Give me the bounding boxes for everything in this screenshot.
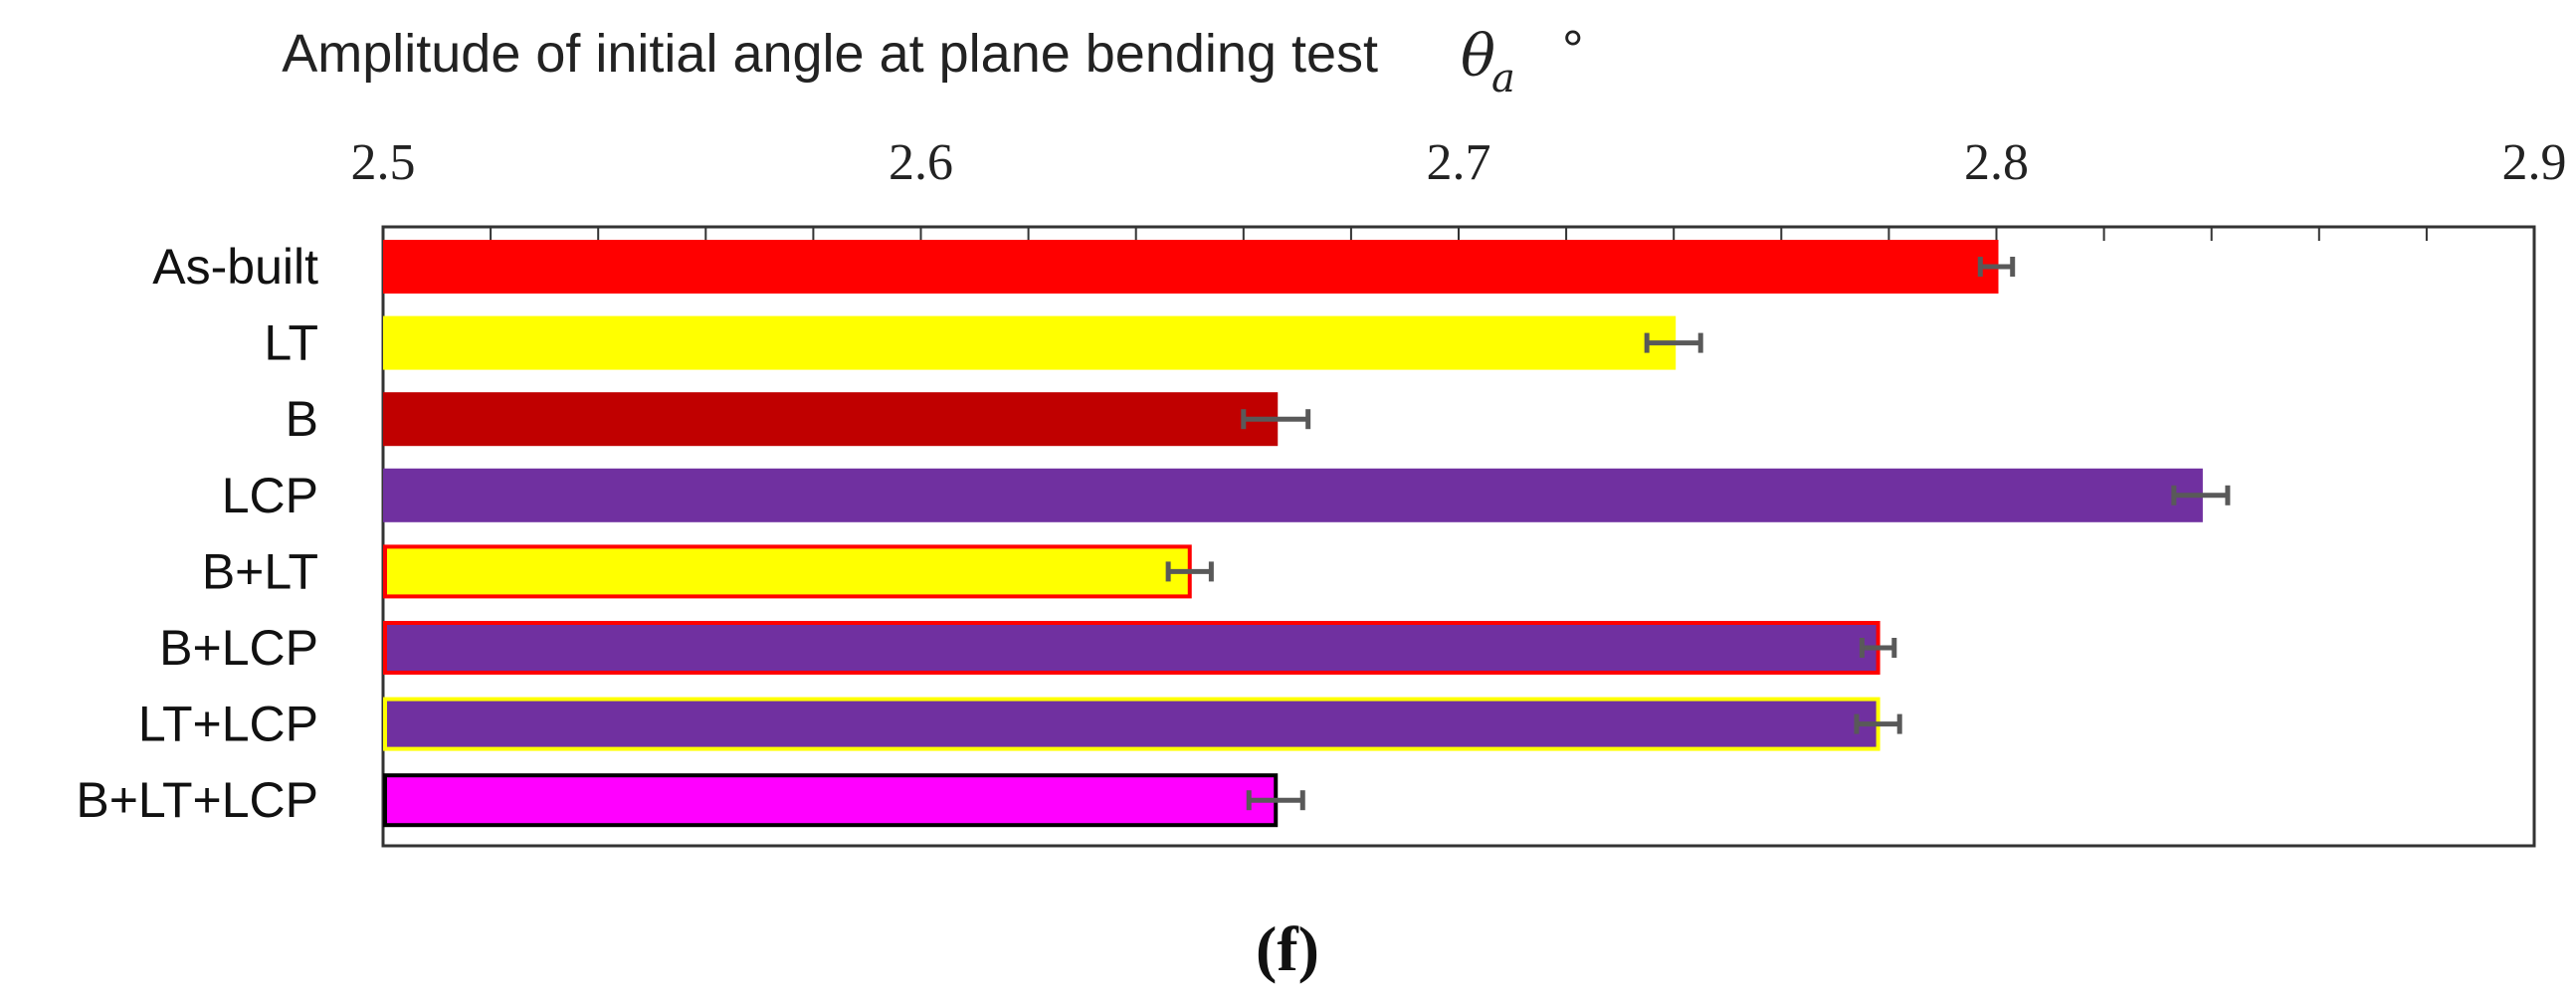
- axis-symbol-subscript: a: [1491, 56, 1515, 101]
- error-bar: [1644, 332, 1703, 353]
- category-label: LCP: [222, 468, 318, 523]
- axis-title: Amplitude of initial angle at plane bend…: [282, 24, 1378, 84]
- category-label: B+LT+LCP: [76, 772, 318, 828]
- x-tick-label: 2.9: [2502, 134, 2567, 191]
- panel-label: (f): [1256, 913, 1319, 984]
- x-tick-label: 2.6: [889, 134, 953, 191]
- error-bar: [1241, 409, 1311, 430]
- error-bar: [1165, 561, 1214, 582]
- category-label: LT: [264, 315, 318, 371]
- bars-group: [383, 240, 2231, 828]
- error-bar: [1977, 257, 2016, 277]
- error-bar: [1859, 638, 1897, 658]
- category-label: B: [286, 391, 318, 447]
- axis-symbol: θ: [1461, 22, 1495, 90]
- axis-title-group: Amplitude of initial angle at plane bend…: [282, 20, 1583, 101]
- x-tick-label: 2.7: [1427, 134, 1491, 191]
- category-label: B+LCP: [159, 620, 318, 676]
- bar: [383, 773, 1279, 828]
- bar: [383, 240, 1999, 294]
- x-tick-label: 2.8: [1964, 134, 2029, 191]
- x-tick-marks: [382, 227, 2535, 241]
- bar: [383, 697, 1881, 751]
- bar: [383, 315, 1677, 370]
- category-label: As-built: [152, 239, 318, 295]
- category-label: B+LT: [202, 543, 318, 599]
- x-tick-labels: 2.5 2.6 2.7 2.8 2.9: [351, 134, 2567, 191]
- category-label: LT+LCP: [138, 697, 318, 752]
- error-bar: [1246, 790, 1305, 811]
- bar: [383, 468, 2203, 522]
- bar: [383, 544, 1192, 599]
- axis-unit: °: [1562, 20, 1584, 80]
- bar: [383, 392, 1279, 447]
- error-bar: [2171, 485, 2231, 505]
- bar: [383, 621, 1881, 675]
- category-labels: As-built LT B LCP B+LT B+LCP LT+LCP B+LT…: [76, 239, 318, 828]
- error-bar: [1854, 713, 1902, 734]
- x-tick-label: 2.5: [351, 134, 416, 191]
